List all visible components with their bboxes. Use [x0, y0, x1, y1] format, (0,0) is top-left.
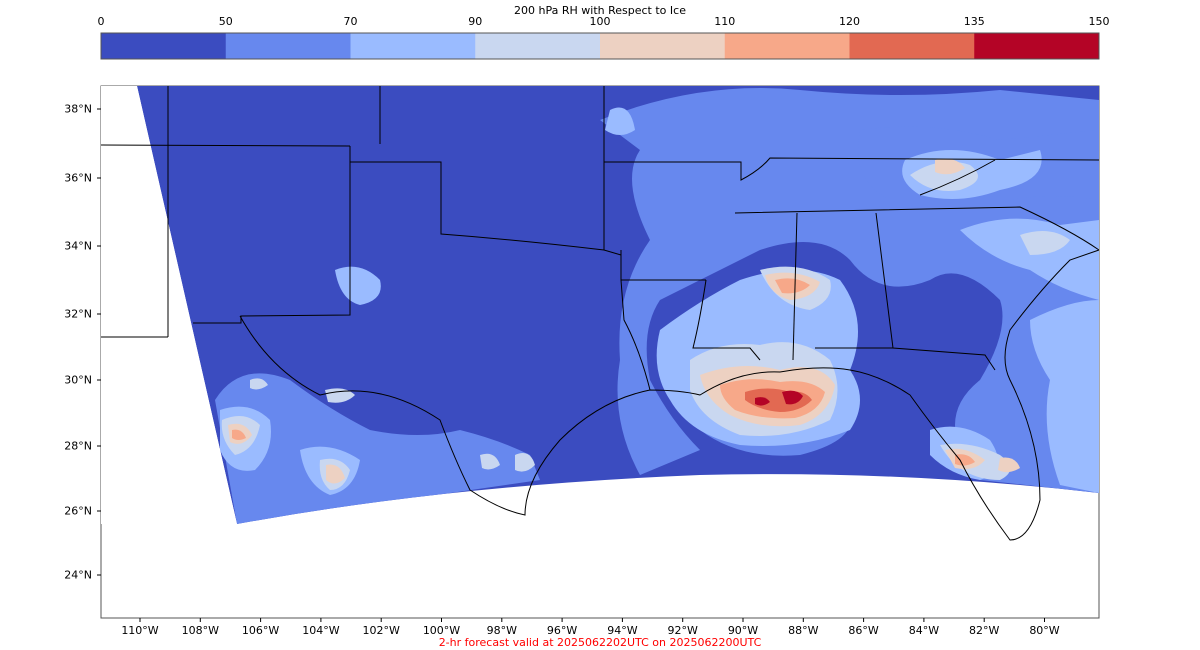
rh-region [326, 464, 345, 484]
forecast-valid-text: 2-hr forecast valid at 2025062202UTC on … [438, 636, 762, 649]
longitude-label: 90°W [727, 624, 759, 637]
rh-region [935, 158, 965, 175]
colorbar-segment [225, 33, 351, 59]
rh-region [755, 397, 770, 406]
latitude-label: 32°N [64, 307, 92, 321]
rh-field [101, 86, 1099, 524]
longitude-label: 86°W [848, 624, 879, 637]
state-border [919, 159, 996, 196]
rh-region [480, 453, 500, 470]
rh-region [775, 278, 810, 294]
colorbar-segment [101, 33, 227, 59]
colorbar-tick-label: 100 [589, 15, 611, 28]
colorbar-outline [100, 32, 1100, 60]
state-border [734, 206, 1100, 251]
axis-ticks [97, 108, 1045, 622]
longitude-label: 110°W [121, 624, 159, 637]
colorbar-segment [724, 33, 850, 59]
latitude-label: 26°N [64, 504, 92, 518]
longitude-label: 106°W [241, 624, 280, 637]
rh-region [515, 452, 535, 472]
latitude-label: 28°N [64, 439, 92, 453]
outside-domain [101, 86, 237, 524]
longitude-label: 104°W [302, 624, 340, 637]
colorbar-segment [600, 33, 726, 59]
longitude-label: 80°W [1029, 624, 1060, 637]
latitude-label: 38°N [64, 102, 92, 116]
state-border [100, 144, 351, 147]
colorbar-tick-label: 150 [1088, 15, 1110, 28]
colorbar-tick-label: 90 [468, 15, 483, 28]
rh-region [232, 429, 246, 440]
colorbar-tick-label: 50 [218, 15, 233, 28]
longitude-label: 84°W [908, 624, 940, 637]
boundaries [100, 86, 1100, 541]
state-border [193, 146, 351, 324]
colorbar-segment [974, 33, 1100, 59]
state-border [620, 279, 651, 391]
state-border [692, 279, 761, 361]
longitude-label: 108°W [181, 624, 219, 637]
coastline [239, 249, 1100, 541]
colorbar-title: 200 hPa RH with Respect to Ice [514, 4, 686, 17]
state-border [875, 212, 996, 371]
latitude-label: 30°N [64, 373, 92, 387]
longitude-label: 92°W [667, 624, 698, 637]
latitude-label: 34°N [64, 239, 92, 253]
longitude-label: 94°W [607, 624, 638, 637]
longitude-label: 82°W [969, 624, 1000, 637]
latitude-label: 24°N [64, 568, 92, 582]
colorbar-tick-label: 110 [714, 15, 736, 28]
rh-region [1030, 300, 1099, 493]
longitude-label: 88°W [788, 624, 819, 637]
state-border [350, 161, 622, 256]
longitude-label: 98°W [486, 624, 517, 637]
colorbar-segment [350, 33, 476, 59]
colorbar-segment [475, 33, 601, 59]
rh-region [605, 107, 635, 135]
colorbar-tick-label: 135 [963, 15, 985, 28]
rh-region [955, 454, 975, 466]
colorbar-segment [849, 33, 975, 59]
rh-region [215, 373, 540, 524]
colorbar-tick-label: 0 [97, 15, 105, 28]
state-border [792, 212, 798, 361]
rh-region [782, 390, 803, 405]
longitude-label: 96°W [546, 624, 578, 637]
colorbar-tick-label: 70 [343, 15, 358, 28]
colorbar [100, 32, 1100, 60]
rh-region [998, 457, 1020, 473]
longitude-label: 102°W [362, 624, 400, 637]
rh-region [325, 388, 355, 403]
longitude-label: 100°W [422, 624, 461, 637]
rh-region [335, 266, 381, 305]
state-border [604, 157, 1100, 181]
rh-region [250, 378, 268, 390]
colorbar-tick-label: 120 [839, 15, 860, 28]
latitude-label: 36°N [64, 171, 92, 185]
rh-region [1020, 231, 1070, 255]
